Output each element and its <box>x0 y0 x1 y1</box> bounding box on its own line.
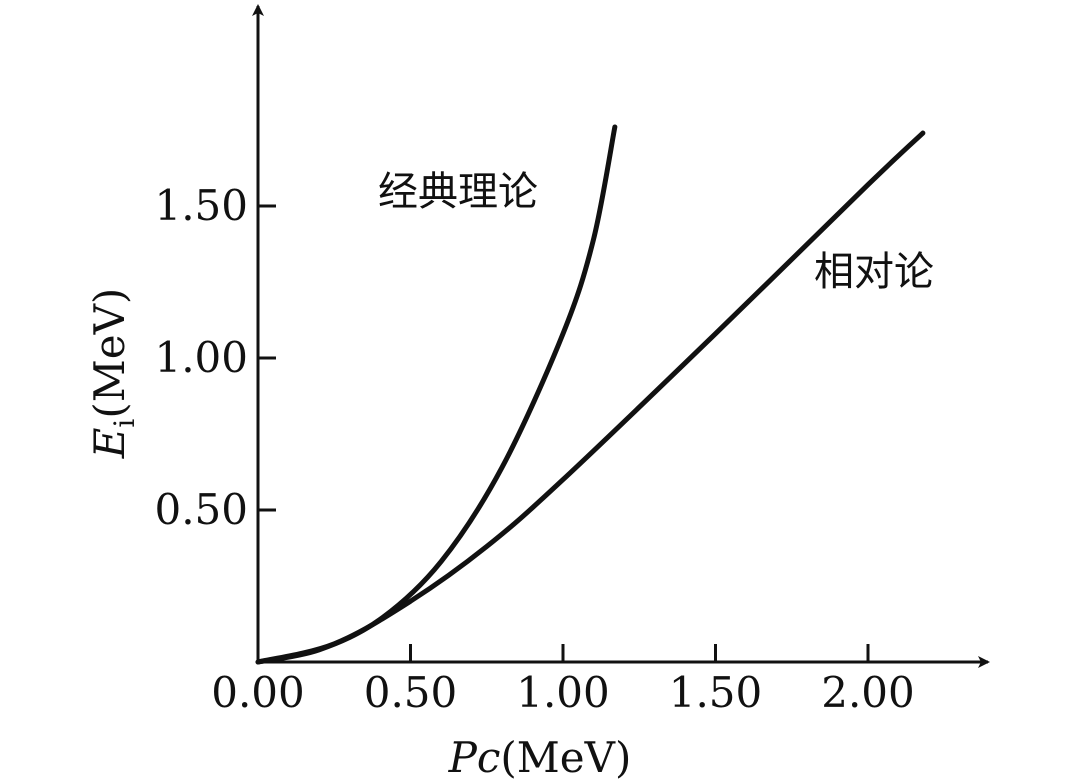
axes <box>252 4 990 668</box>
y-axis-symbol: E <box>85 428 134 460</box>
y-axis-unit: (MeV) <box>85 288 134 419</box>
x-tick-label: 0.00 <box>211 668 305 717</box>
x-tick-label: 2.00 <box>821 668 915 717</box>
series-layer <box>255 124 926 665</box>
x-tick-label: 1.50 <box>669 668 763 717</box>
y-tick-label: 1.50 <box>154 181 248 230</box>
x-tick-label: 0.50 <box>364 668 458 717</box>
series-label-relativity: 相对论 <box>814 249 934 295</box>
x-axis-unit: (MeV) <box>500 733 631 782</box>
y-tick-label: 1.00 <box>154 333 248 382</box>
x-ticks: 0.00 0.50 1.00 1.50 2.00 <box>211 644 915 717</box>
x-axis-symbol: Pc <box>448 733 501 782</box>
series-line-relativity <box>255 130 926 665</box>
y-ticks: 0.50 1.00 1.50 <box>154 181 276 534</box>
x-axis-title: Pc(MeV) <box>448 733 632 782</box>
series-label-classical: 经典理论 <box>378 169 538 215</box>
x-tick-label: 1.00 <box>516 668 610 717</box>
y-tick-label: 0.50 <box>154 485 248 534</box>
y-axis-subscript: i <box>108 419 141 428</box>
y-axis-title: Ei(MeV) <box>85 288 141 460</box>
